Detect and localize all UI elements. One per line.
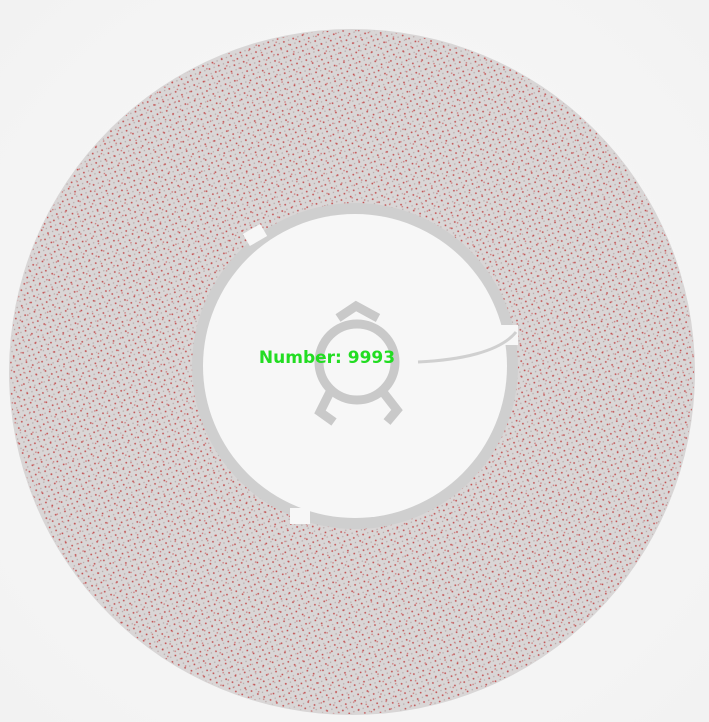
center-hub (314, 300, 403, 426)
ring-notch (290, 508, 310, 524)
count-label: Number: 9993 (259, 348, 395, 368)
tape-strip (417, 331, 518, 364)
ring-notch (242, 223, 268, 247)
ring-notch (500, 325, 518, 345)
hub-hole (203, 214, 507, 518)
